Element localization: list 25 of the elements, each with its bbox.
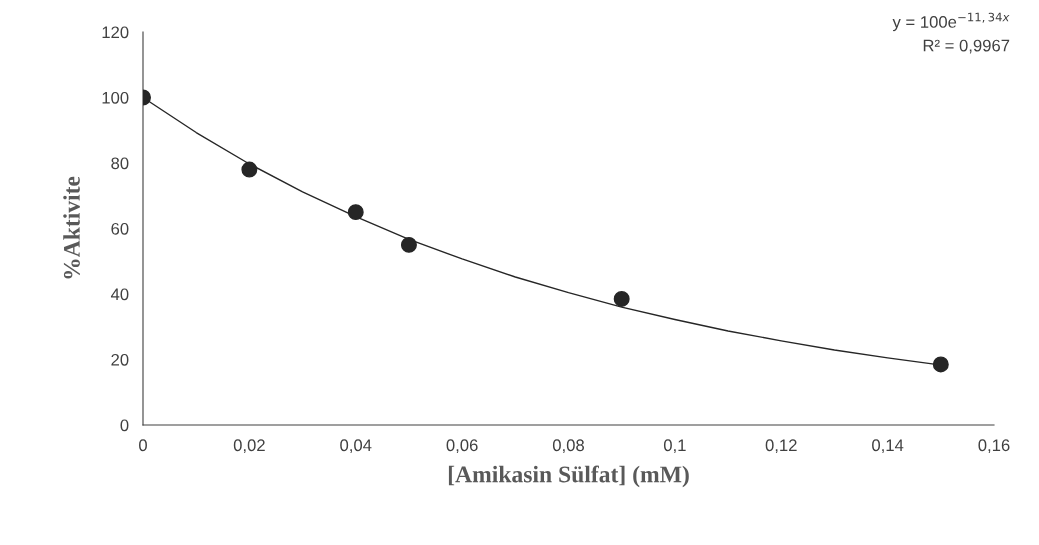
x-tick-label: 0,1	[663, 439, 686, 454]
x-tick-label: 0,02	[233, 439, 265, 454]
y-tick-label: 60	[111, 222, 129, 235]
y-tick-label: 20	[111, 353, 129, 366]
x-tick-label: 0,06	[446, 439, 478, 454]
x-tick-label: 0,12	[765, 439, 797, 454]
x-tick-label: 0,04	[340, 439, 372, 454]
point	[932, 356, 949, 373]
point	[400, 236, 417, 253]
annotation: R² = 0,9967	[923, 39, 1010, 54]
y-tick-label: 120	[102, 26, 129, 39]
x-tick-label: 0,08	[552, 439, 584, 454]
y-tick-label: 40	[110, 288, 129, 301]
x-tick-label: 0,14	[872, 439, 904, 454]
text: y = 100e$^{−11,34x}$	[892, 12, 1010, 32]
point	[241, 161, 258, 178]
x-tick-label: 0,16	[978, 439, 1010, 454]
point	[613, 290, 630, 307]
y-tick-label: 0	[120, 419, 129, 432]
y-axis-title: %Aktivite	[63, 176, 80, 279]
x-axis-title: [Amikasin Sülfat] (mM)	[448, 465, 689, 488]
y-tick-label: 100	[102, 91, 129, 104]
x-tick-label: 0	[139, 439, 147, 452]
point	[347, 204, 364, 221]
y-tick-label: 80	[111, 157, 129, 170]
